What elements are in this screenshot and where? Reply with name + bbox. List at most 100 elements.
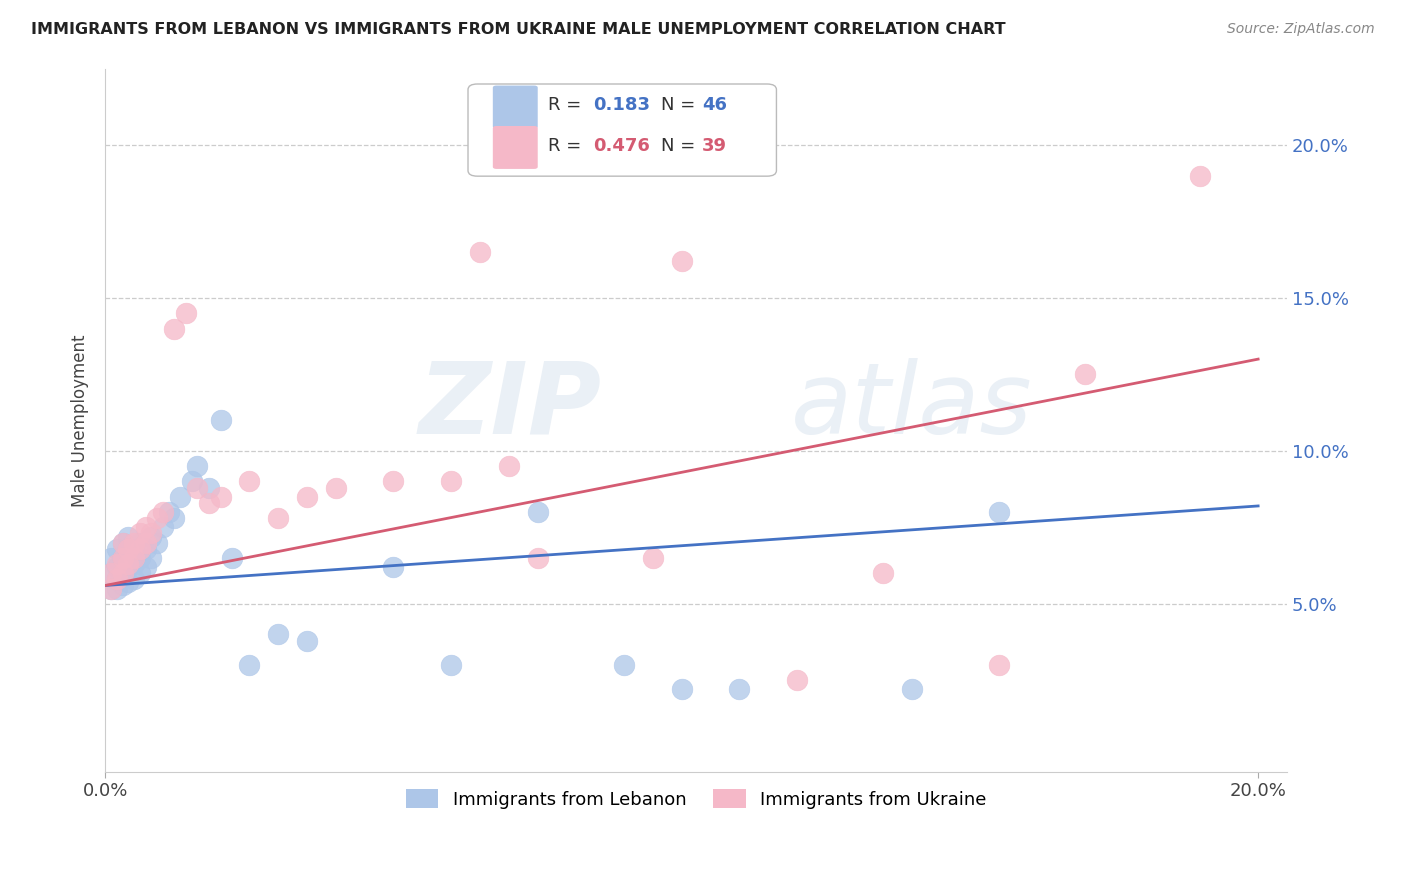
Point — [163, 511, 186, 525]
Legend: Immigrants from Lebanon, Immigrants from Ukraine: Immigrants from Lebanon, Immigrants from… — [398, 782, 994, 816]
Point — [163, 321, 186, 335]
Point — [295, 633, 318, 648]
Point — [238, 658, 260, 673]
Point — [117, 545, 139, 559]
Text: N =: N = — [661, 136, 700, 154]
Point — [128, 551, 150, 566]
Point — [100, 566, 122, 581]
Point — [325, 481, 347, 495]
Point — [1074, 368, 1097, 382]
Text: atlas: atlas — [790, 358, 1032, 455]
Text: Source: ZipAtlas.com: Source: ZipAtlas.com — [1227, 22, 1375, 37]
Point — [198, 496, 221, 510]
Point — [122, 557, 145, 571]
Point — [221, 551, 243, 566]
Point — [146, 511, 169, 525]
Point — [526, 551, 548, 566]
Point — [105, 557, 128, 571]
Point — [440, 658, 463, 673]
Point — [267, 627, 290, 641]
Point — [141, 551, 163, 566]
Point — [382, 475, 405, 489]
Point — [128, 526, 150, 541]
Point — [728, 682, 751, 697]
Point — [128, 541, 150, 556]
FancyBboxPatch shape — [468, 84, 776, 176]
Point — [440, 475, 463, 489]
Point — [111, 578, 134, 592]
Point — [111, 551, 134, 566]
Point — [198, 481, 221, 495]
Point — [613, 658, 636, 673]
Point — [100, 582, 122, 596]
Point — [105, 582, 128, 596]
Point — [111, 535, 134, 549]
Point — [186, 459, 208, 474]
Point — [152, 520, 174, 534]
Point — [100, 551, 122, 566]
Point — [141, 529, 163, 543]
Point — [146, 535, 169, 549]
Point — [111, 566, 134, 581]
Point — [105, 560, 128, 574]
Point — [100, 566, 122, 581]
Point — [468, 245, 491, 260]
Point — [105, 573, 128, 587]
Text: 0.476: 0.476 — [593, 136, 650, 154]
Point — [117, 575, 139, 590]
Point — [111, 566, 134, 581]
Point — [987, 505, 1010, 519]
Text: R =: R = — [548, 96, 588, 114]
Point — [141, 526, 163, 541]
Y-axis label: Male Unemployment: Male Unemployment — [72, 334, 89, 507]
Point — [117, 541, 139, 556]
Text: IMMIGRANTS FROM LEBANON VS IMMIGRANTS FROM UKRAINE MALE UNEMPLOYMENT CORRELATION: IMMIGRANTS FROM LEBANON VS IMMIGRANTS FR… — [31, 22, 1005, 37]
FancyBboxPatch shape — [494, 126, 537, 169]
Text: 46: 46 — [702, 96, 727, 114]
Point — [128, 535, 150, 549]
Point — [641, 551, 664, 566]
Point — [872, 566, 894, 581]
Point — [105, 541, 128, 556]
Point — [135, 541, 157, 556]
Text: N =: N = — [661, 96, 700, 114]
Point — [122, 541, 145, 556]
Point — [122, 573, 145, 587]
Point — [987, 658, 1010, 673]
Point — [122, 535, 145, 549]
Point — [238, 475, 260, 489]
Point — [135, 535, 157, 549]
Point — [671, 682, 693, 697]
Point — [209, 490, 232, 504]
Point — [111, 551, 134, 566]
Point — [100, 582, 122, 596]
Point — [498, 459, 520, 474]
Point — [209, 413, 232, 427]
Text: 0.183: 0.183 — [593, 96, 650, 114]
Point — [111, 535, 134, 549]
Point — [786, 673, 808, 688]
Point — [295, 490, 318, 504]
Point — [135, 520, 157, 534]
Point — [122, 551, 145, 566]
Point — [117, 557, 139, 571]
Point — [671, 254, 693, 268]
Point — [901, 682, 924, 697]
Text: R =: R = — [548, 136, 588, 154]
Point — [526, 505, 548, 519]
Point — [267, 511, 290, 525]
FancyBboxPatch shape — [494, 86, 537, 128]
Point — [105, 573, 128, 587]
Point — [128, 566, 150, 581]
Point — [180, 475, 202, 489]
Point — [174, 306, 197, 320]
Point — [152, 505, 174, 519]
Point — [186, 481, 208, 495]
Point — [117, 529, 139, 543]
Text: ZIP: ZIP — [419, 358, 602, 455]
Point — [157, 505, 180, 519]
Point — [169, 490, 191, 504]
Point — [135, 560, 157, 574]
Text: 39: 39 — [702, 136, 727, 154]
Point — [117, 560, 139, 574]
